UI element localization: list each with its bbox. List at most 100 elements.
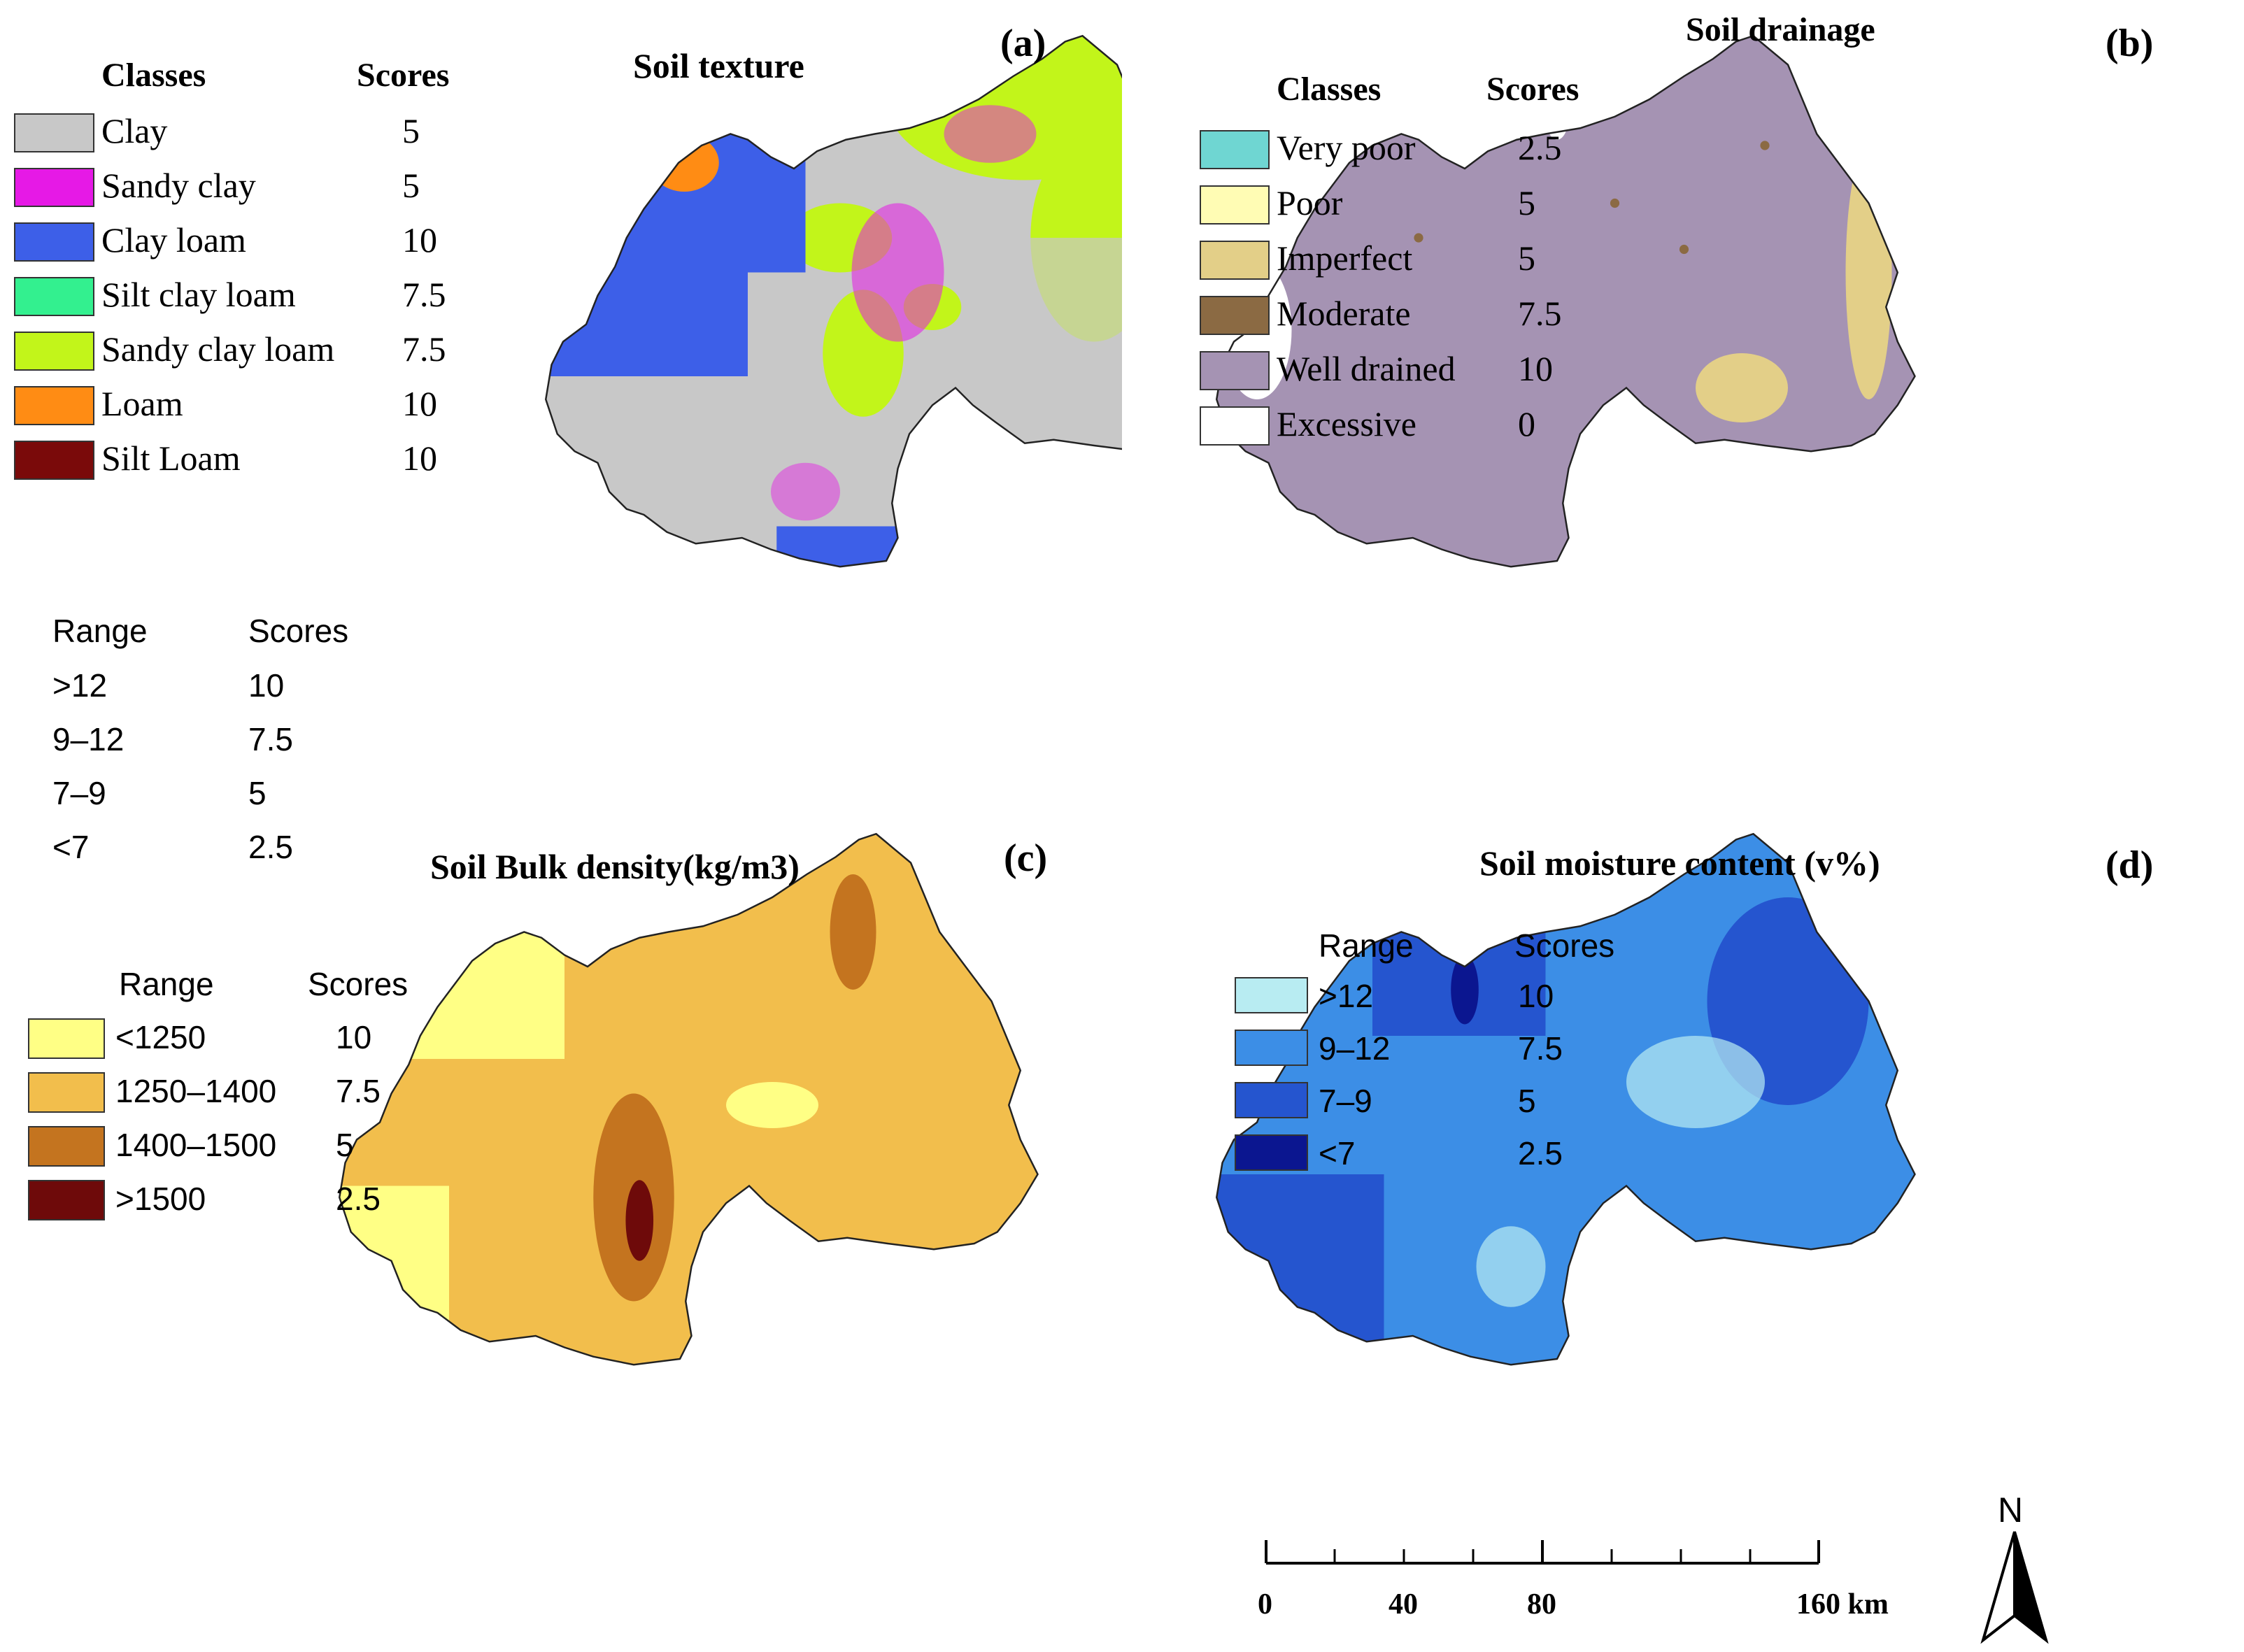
range-table-score: 7.5 xyxy=(248,721,293,757)
legend-b-score: 5 xyxy=(1518,183,1535,222)
legend-c-row: 1400–1500 5 xyxy=(28,1123,420,1177)
legend-a-score: 5 xyxy=(402,166,420,205)
legend-a-row: Silt clay loam 7.5 xyxy=(14,271,476,326)
legend-d-score: 2.5 xyxy=(1518,1135,1563,1172)
legend-a-label: Sandy clay xyxy=(101,166,256,205)
legend-a-swatch xyxy=(14,168,94,207)
legend-b-swatch xyxy=(1200,406,1270,446)
legend-b-header-scores: Scores xyxy=(1486,71,1579,108)
legend-a-row: Loam 10 xyxy=(14,380,476,435)
legend-c-swatch xyxy=(28,1072,105,1113)
scale-label-40: 40 xyxy=(1389,1588,1418,1621)
legend-b-swatch xyxy=(1200,130,1270,169)
legend-a-row: Silt Loam 10 xyxy=(14,435,476,490)
legend-b-score: 5 xyxy=(1518,238,1535,278)
legend-d-header-range: Range xyxy=(1319,927,1414,964)
scale-label-160: 160 km xyxy=(1796,1588,1889,1621)
legend-a-row: Clay loam 10 xyxy=(14,217,476,271)
legend-c-row: 1250–1400 7.5 xyxy=(28,1069,420,1123)
legend-b-row: Moderate 7.5 xyxy=(1200,290,1675,346)
legend-d: Range Scores >12 10 9–12 7.5 7–9 5 <7 2.5 xyxy=(1235,927,1654,1192)
panel-b-tag: (b) xyxy=(2105,22,2154,65)
range-table-header-range: Range xyxy=(52,613,148,649)
legend-b-score: 2.5 xyxy=(1518,128,1562,167)
legend-b-swatch xyxy=(1200,241,1270,280)
legend-a-label: Sandy clay loam xyxy=(101,329,335,369)
panel-a-title: Soil texture xyxy=(633,46,804,85)
legend-d-score: 5 xyxy=(1518,1083,1536,1119)
legend-a-swatch xyxy=(14,386,94,425)
north-arrow: N xyxy=(1973,1490,2057,1644)
panel-d-map xyxy=(1216,833,1916,1366)
legend-b-row: Well drained 10 xyxy=(1200,346,1675,401)
range-table-score: 2.5 xyxy=(248,829,293,865)
legend-a-swatch xyxy=(14,277,94,316)
legend-d-label: 9–12 xyxy=(1319,1030,1391,1067)
legend-c-header-scores: Scores xyxy=(308,966,409,1002)
legend-a-row: Clay 5 xyxy=(14,108,476,162)
legend-c-label: 1250–1400 xyxy=(115,1073,277,1109)
legend-b-label: Imperfect xyxy=(1277,238,1413,278)
legend-a-score: 10 xyxy=(402,439,437,478)
legend-b-score: 7.5 xyxy=(1518,294,1562,333)
panel-c-tag: (c) xyxy=(1004,836,1048,880)
range-table-header-scores: Scores xyxy=(248,613,349,649)
legend-b-swatch xyxy=(1200,296,1270,335)
legend-a-swatch xyxy=(14,113,94,152)
legend-a-label: Clay xyxy=(101,111,168,150)
legend-a-swatch xyxy=(14,332,94,371)
legend-d-label: >12 xyxy=(1319,978,1374,1014)
legend-d-swatch xyxy=(1235,1134,1308,1171)
legend-b-row: Very poor 2.5 xyxy=(1200,124,1675,180)
legend-c-label: >1500 xyxy=(115,1181,206,1217)
legend-a-header-classes: Classes xyxy=(101,57,206,94)
scale-bar: 0 40 80 160 km xyxy=(1252,1532,1917,1637)
legend-b-label: Poor xyxy=(1277,183,1343,222)
range-table-score: 10 xyxy=(248,667,285,704)
legend-a-label: Clay loam xyxy=(101,220,246,259)
north-arrow-label: N xyxy=(1998,1490,2024,1530)
legend-d-label: <7 xyxy=(1319,1135,1356,1172)
legend-a: Classes Scores Clay 5 Sandy clay 5 Clay loam… xyxy=(14,56,490,490)
legend-c-score: 10 xyxy=(336,1019,372,1055)
legend-a-swatch xyxy=(14,222,94,262)
legend-a-row: Sandy clay loam 7.5 xyxy=(14,326,476,380)
range-score-table: Range Scores >12 10 9–12 7.5 7–9 5 <7 2.5 xyxy=(52,612,416,878)
panel-c-map xyxy=(339,833,1039,1366)
legend-b-swatch xyxy=(1200,185,1270,225)
legend-a-score: 10 xyxy=(402,384,437,423)
range-table-range: >12 xyxy=(52,667,108,704)
legend-b-label: Excessive xyxy=(1277,404,1416,443)
legend-d-row: <7 2.5 xyxy=(1235,1132,1626,1184)
legend-a-score: 7.5 xyxy=(402,329,446,369)
legend-c-swatch xyxy=(28,1018,105,1059)
legend-d-score: 7.5 xyxy=(1518,1030,1563,1067)
legend-a-label: Silt Loam xyxy=(101,439,241,478)
legend-d-header-scores: Scores xyxy=(1514,927,1615,964)
legend-c-score: 2.5 xyxy=(336,1181,381,1217)
panel-b-title: Soil drainage xyxy=(1686,11,1875,48)
range-table-score: 5 xyxy=(248,775,267,811)
range-table-row: 7–9 5 xyxy=(52,774,402,823)
scale-label-0: 0 xyxy=(1258,1588,1272,1621)
legend-b: Classes Scores Very poor 2.5 Poor 5 Imperfec… xyxy=(1200,70,1689,462)
legend-b-label: Well drained xyxy=(1277,349,1456,388)
panel-a-tag: (a) xyxy=(1000,22,1046,65)
legend-a-score: 5 xyxy=(402,111,420,150)
legend-c-row: <1250 10 xyxy=(28,1016,420,1069)
panel-d-title: Soil moisture content (v%) xyxy=(1479,843,1880,883)
legend-d-swatch xyxy=(1235,1082,1308,1118)
legend-c: Range Scores <1250 10 1250–1400 7.5 1400–150… xyxy=(28,965,420,1231)
range-table-range: 7–9 xyxy=(52,775,106,811)
legend-b-label: Very poor xyxy=(1277,128,1416,167)
legend-c-score: 5 xyxy=(336,1127,354,1163)
panel-d-tag: (d) xyxy=(2105,843,2154,887)
legend-c-header-range: Range xyxy=(119,966,214,1002)
legend-b-label: Moderate xyxy=(1277,294,1411,333)
legend-b-row: Poor 5 xyxy=(1200,180,1675,235)
legend-b-swatch xyxy=(1200,351,1270,390)
legend-d-row: 7–9 5 xyxy=(1235,1079,1626,1132)
legend-a-label: Silt clay loam xyxy=(101,275,296,314)
panel-c-title: Soil Bulk density(kg/m3) xyxy=(430,847,800,886)
legend-b-header-classes: Classes xyxy=(1277,71,1382,108)
